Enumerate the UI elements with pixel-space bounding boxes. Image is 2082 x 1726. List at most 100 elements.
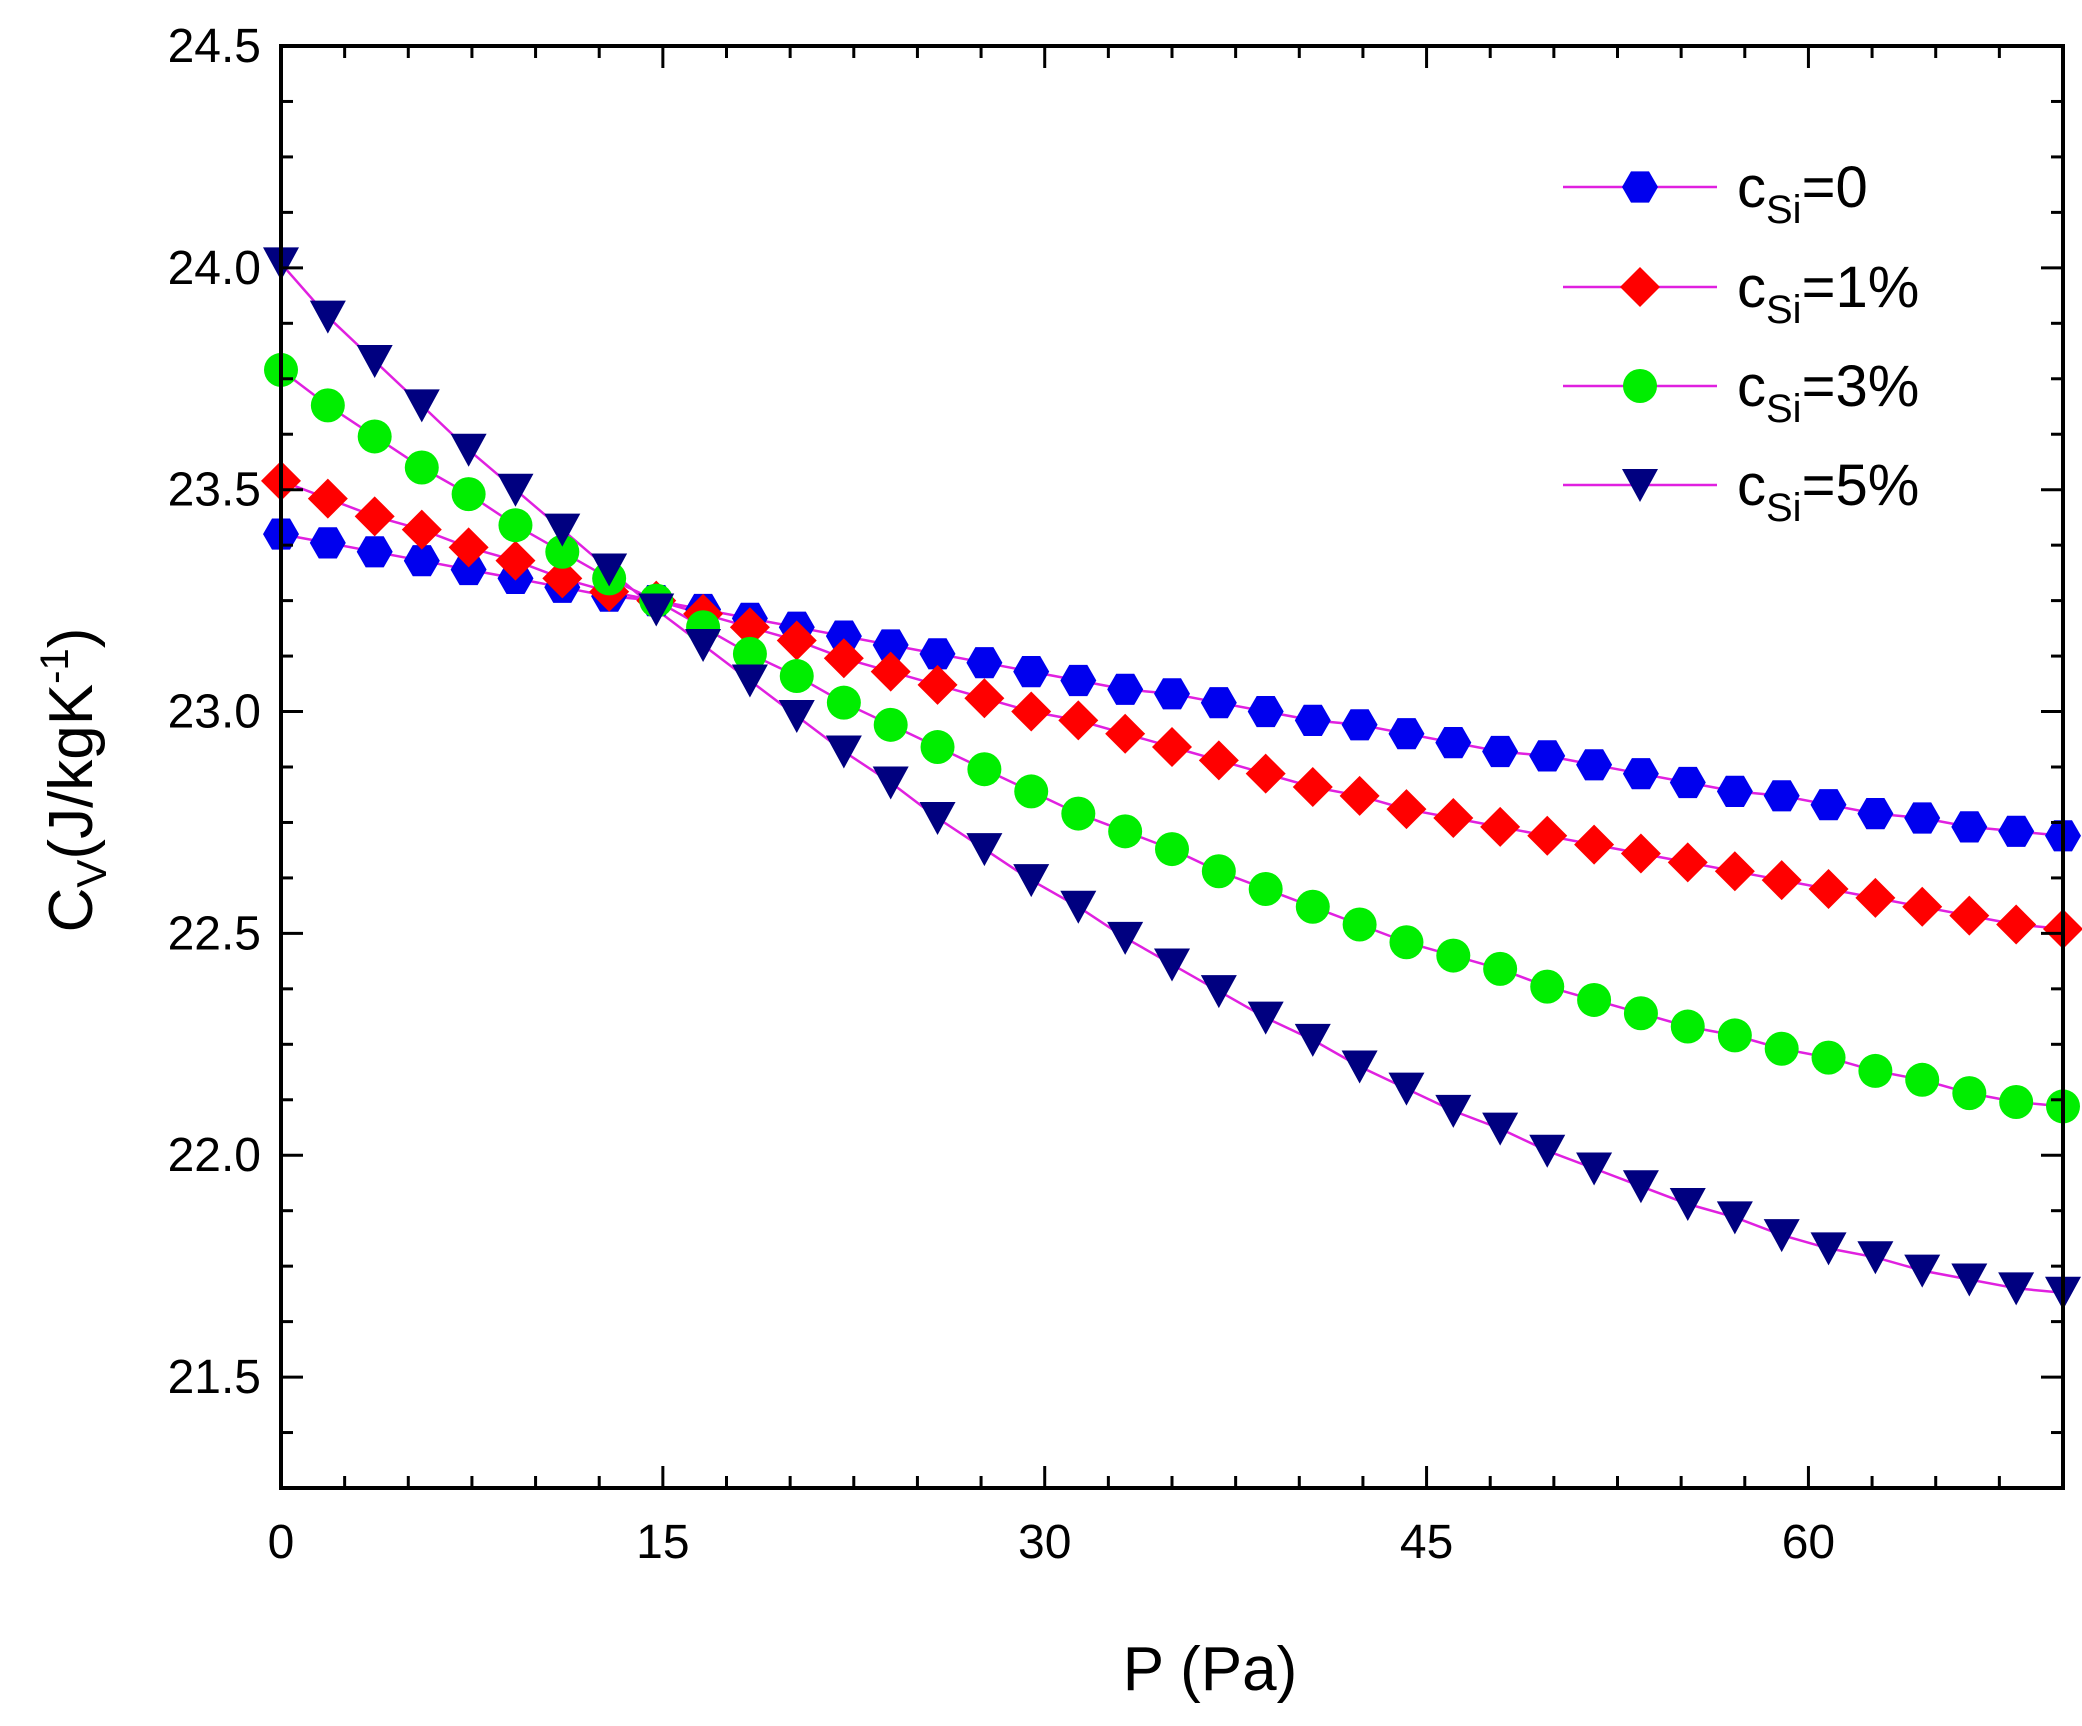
data-point-1-33 [1808,869,1849,910]
data-point-0-13 [872,629,909,661]
data-point-5-26 [1482,1112,1519,1146]
data-point-3-36 [1952,1076,1987,1111]
data-point-0-28 [1576,749,1613,781]
data-point-0-33 [1810,789,1847,821]
data-point-1-20 [1198,740,1239,781]
data-point-5-6 [544,513,581,547]
data-point-5-12 [825,735,862,769]
data-point-1-31 [1714,851,1755,892]
legend-label-prefix: c [1737,453,1766,518]
data-point-0-19 [1154,678,1190,710]
data-point-3-6 [545,534,580,569]
data-point-1-37 [1996,904,2037,945]
data-point-1-27 [1527,815,1568,856]
legend-label-5: cSi=5% [1737,453,1919,530]
data-point-1-24 [1386,789,1427,830]
legend-item-5: cSi=5% [1563,453,1919,530]
data-point-1-34 [1855,877,1896,918]
legend-label-prefix: c [1737,155,1766,220]
y-tick-label-240: 24.0 [168,242,261,295]
data-point-5-24 [1388,1072,1425,1106]
data-point-1-29 [1620,833,1661,874]
data-point-5-1 [309,300,346,334]
data-point-5-11 [778,699,815,733]
data-point-0-36 [1951,811,1988,843]
legend-label-suffix: =1% [1802,255,1920,320]
legend-marker-5 [1622,469,1658,502]
y-tick-labels: 21.5 22.0 22.5 23.0 23.5 24.0 24.5 [168,20,261,1404]
data-point-1-2 [354,496,395,537]
data-point-5-18 [1107,921,1144,955]
data-point-5-36 [1951,1263,1988,1297]
data-point-3-3 [404,450,439,485]
data-point-5-30 [1669,1188,1706,1222]
legend-label-sub: Si [1766,486,1802,530]
series-points-5 [263,247,2081,1310]
data-point-1-3 [401,509,442,550]
data-point-3-33 [1811,1040,1846,1075]
data-point-1-18 [1105,713,1146,754]
data-point-5-7 [591,553,628,587]
legend-label-suffix: =0 [1802,155,1868,220]
data-point-5-32 [1763,1219,1800,1253]
y-axis-title-rest: (J/kgK [37,684,106,860]
data-point-0-2 [356,536,393,568]
data-point-3-2 [357,419,392,454]
data-point-1-12 [823,638,864,679]
data-point-0-26 [1482,735,1519,768]
x-tick-label-0: 0 [268,1516,295,1569]
data-point-3-30 [1670,1009,1705,1044]
data-point-5-9 [685,628,722,662]
data-point-3-29 [1623,996,1658,1031]
data-point-0-21 [1247,696,1284,728]
data-point-0-22 [1294,704,1331,736]
data-point-3-35 [1905,1062,1940,1097]
data-point-5-8 [638,593,675,627]
data-point-3-14 [920,730,955,765]
x-tick-label-60: 60 [1782,1516,1835,1569]
data-point-5-31 [1716,1201,1753,1235]
data-point-3-37 [1999,1084,2034,1119]
legend-item-3: cSi=3% [1563,354,1919,431]
data-point-5-16 [1013,864,1050,898]
data-point-0-37 [1998,815,2035,847]
legend-marker-0 [1622,171,1658,203]
data-point-1-4 [448,527,489,568]
data-point-0-16 [1013,656,1050,688]
data-point-3-5 [498,508,533,543]
series-points-3 [264,352,2080,1124]
data-point-1-25 [1433,798,1474,839]
data-point-0-29 [1622,758,1659,790]
data-point-3-19 [1155,832,1189,867]
series-markers [261,247,2082,1310]
data-point-1-5 [495,540,536,581]
data-point-3-22 [1295,889,1330,924]
data-point-5-2 [356,345,393,379]
data-point-1-35 [1902,886,1943,927]
data-point-5-3 [403,389,440,423]
x-tick-label-45: 45 [1400,1516,1453,1569]
data-point-1-36 [1949,895,1990,936]
x-tick-labels: 0 15 30 45 60 [268,1516,1835,1569]
data-point-1-17 [1058,700,1099,741]
data-point-5-20 [1200,975,1237,1009]
data-point-3-11 [779,659,814,694]
data-point-0-14 [919,638,956,670]
data-point-5-15 [966,833,1003,867]
data-point-3-16 [1014,774,1049,809]
legend-item-0: cSi=0 [1563,155,1868,232]
legend-item-1: cSi=1% [1563,255,1919,332]
data-point-5-33 [1810,1232,1847,1266]
y-axis-title-close: ) [37,628,106,649]
y-tick-label-230: 23.0 [168,686,261,739]
data-point-0-23 [1341,709,1378,741]
data-point-3-10 [732,636,767,671]
legend-label-suffix: =5% [1802,453,1920,518]
legend-marker-3 [1623,369,1657,403]
data-point-5-19 [1154,948,1190,982]
data-point-1-32 [1761,860,1802,901]
data-point-0-31 [1716,775,1753,807]
data-point-3-26 [1483,951,1518,986]
